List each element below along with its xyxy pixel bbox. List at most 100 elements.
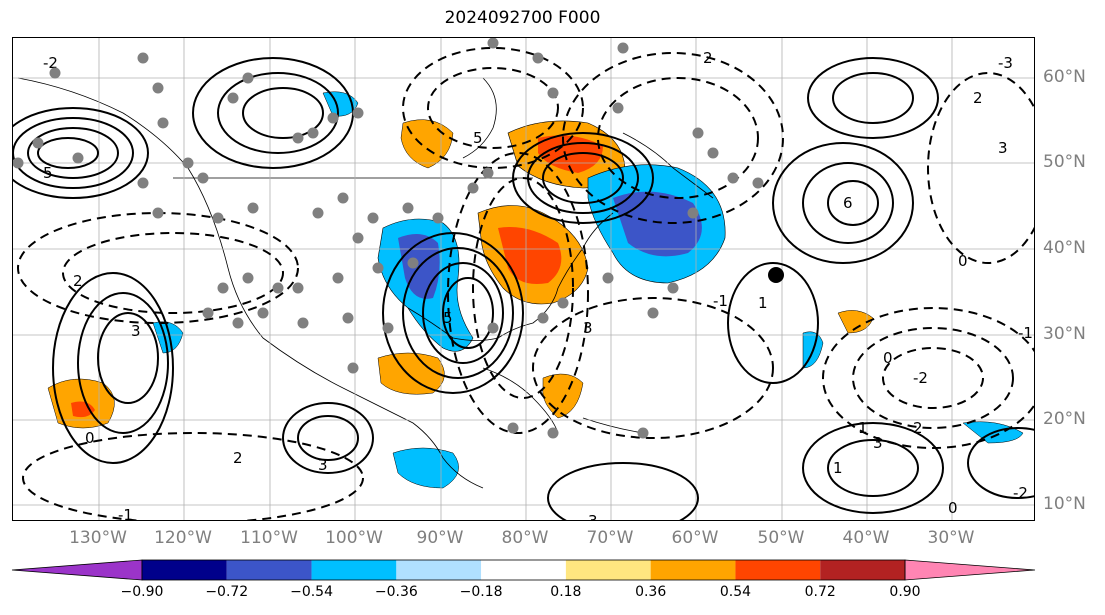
lon-label: 90°W xyxy=(416,528,464,548)
storm-center-marker xyxy=(768,267,784,283)
colorbar-tick-label: −0.18 xyxy=(459,584,503,600)
station-dot xyxy=(487,322,499,334)
station-dot xyxy=(602,272,614,284)
station-dot xyxy=(402,202,414,214)
station-dot xyxy=(532,52,544,64)
coastlines xyxy=(17,77,714,489)
contour-label: 3 xyxy=(873,434,883,452)
station-dot xyxy=(312,207,324,219)
station-dot xyxy=(507,422,519,434)
station-dot xyxy=(137,177,149,189)
colorbar-tick-label: −0.54 xyxy=(290,584,333,600)
colorbar-tick-label: −0.90 xyxy=(120,584,164,600)
contour-label: -1 xyxy=(713,292,728,310)
contour-label: 5 xyxy=(473,129,483,147)
contour-label: 3 xyxy=(588,512,598,521)
colorbar-segment xyxy=(481,560,566,580)
colorbar-segment xyxy=(820,560,905,580)
station-dot xyxy=(382,322,394,334)
station-dot xyxy=(547,427,559,439)
contour-label: 0 xyxy=(85,429,95,447)
station-dot xyxy=(232,317,244,329)
lat-label: 10°N xyxy=(1043,494,1086,514)
station-dot xyxy=(152,82,164,94)
negative-contours xyxy=(17,47,1034,520)
station-dot xyxy=(292,132,304,144)
lon-label: 110°W xyxy=(240,528,298,548)
anomaly-strong-positive-pacific xyxy=(71,401,95,418)
map-canvas: 5 5 1 3 2 0 -1 3 5 6 3 2 1 -2 -1 -3 0 2 … xyxy=(13,38,1034,521)
station-dot xyxy=(342,312,354,324)
lon-label: 80°W xyxy=(501,528,549,548)
contour-label: 1 xyxy=(833,459,843,477)
anomaly-positive-prairies xyxy=(400,119,454,169)
contour-label: 3 xyxy=(131,322,141,340)
lat-label: 30°N xyxy=(1043,324,1086,344)
station-dot xyxy=(327,112,339,124)
station-dot xyxy=(667,282,679,294)
station-dot xyxy=(352,232,364,244)
station-dot xyxy=(137,52,149,64)
anomaly-positive-mid-atlantic xyxy=(837,310,874,334)
station-dot xyxy=(467,182,479,194)
station-dot xyxy=(152,207,164,219)
contour-label: -2 xyxy=(913,369,928,387)
lat-label: 20°N xyxy=(1043,409,1086,429)
lon-label: 100°W xyxy=(325,528,383,548)
lat-label: 60°N xyxy=(1043,67,1086,87)
station-dot xyxy=(727,172,739,184)
station-dot xyxy=(212,212,224,224)
contour-label: -1 xyxy=(1018,324,1033,342)
lon-label: 40°W xyxy=(842,528,890,548)
contour-label: 2 xyxy=(973,89,983,107)
colorbar-segment xyxy=(735,560,821,580)
lon-label: 50°W xyxy=(757,528,805,548)
colorbar-outline xyxy=(141,559,906,581)
station-dot xyxy=(202,307,214,319)
station-dot xyxy=(432,212,444,224)
station-dot xyxy=(13,157,24,169)
station-dots xyxy=(13,38,764,439)
station-dot xyxy=(557,297,569,309)
lon-label: 120°W xyxy=(154,528,212,548)
station-dot xyxy=(347,362,359,374)
station-dot xyxy=(337,192,349,204)
lon-label: 60°W xyxy=(671,528,719,548)
station-dot xyxy=(707,147,719,159)
lon-label: 30°W xyxy=(927,528,975,548)
anomaly-positive-gulf-coast xyxy=(377,352,445,395)
map-title: 2024092700 F000 xyxy=(444,8,601,28)
contour-label: 2 xyxy=(703,49,713,67)
station-dot xyxy=(547,87,559,99)
colorbar-tick-label: 0.18 xyxy=(550,584,582,600)
station-dot xyxy=(407,257,419,269)
station-dot xyxy=(157,117,169,129)
colorbar-segment xyxy=(650,560,736,580)
station-dot xyxy=(687,207,699,219)
anomaly-negative-central-america xyxy=(392,447,459,489)
contour-label: 0 xyxy=(948,499,958,517)
station-dot xyxy=(612,102,624,114)
contour-label: -1 xyxy=(118,506,133,521)
station-dot xyxy=(367,212,379,224)
contour-label: 3 xyxy=(998,139,1008,157)
station-dot xyxy=(482,167,494,179)
colorbar-segment xyxy=(565,560,651,580)
contour-label: 3 xyxy=(583,319,593,337)
station-dot xyxy=(372,262,384,274)
contour-label: 5 xyxy=(43,164,53,182)
contour-label: 2 xyxy=(913,419,923,437)
contour-label: -3 xyxy=(998,54,1013,72)
contour-label: 0 xyxy=(958,252,968,270)
station-dot xyxy=(487,38,499,49)
colorbar-segment xyxy=(142,560,227,580)
contour-label: 1 xyxy=(758,294,768,312)
colorbar-tick-label: 0.90 xyxy=(889,584,921,600)
contour-label: 3 xyxy=(318,456,328,474)
contour-label: 1 xyxy=(858,419,868,437)
anomaly-strong-positive-eastern-us xyxy=(498,227,562,284)
contour-label: 0 xyxy=(883,349,893,367)
contour-label: 5 xyxy=(443,309,453,327)
station-dot xyxy=(692,127,704,139)
station-dot xyxy=(242,72,254,84)
